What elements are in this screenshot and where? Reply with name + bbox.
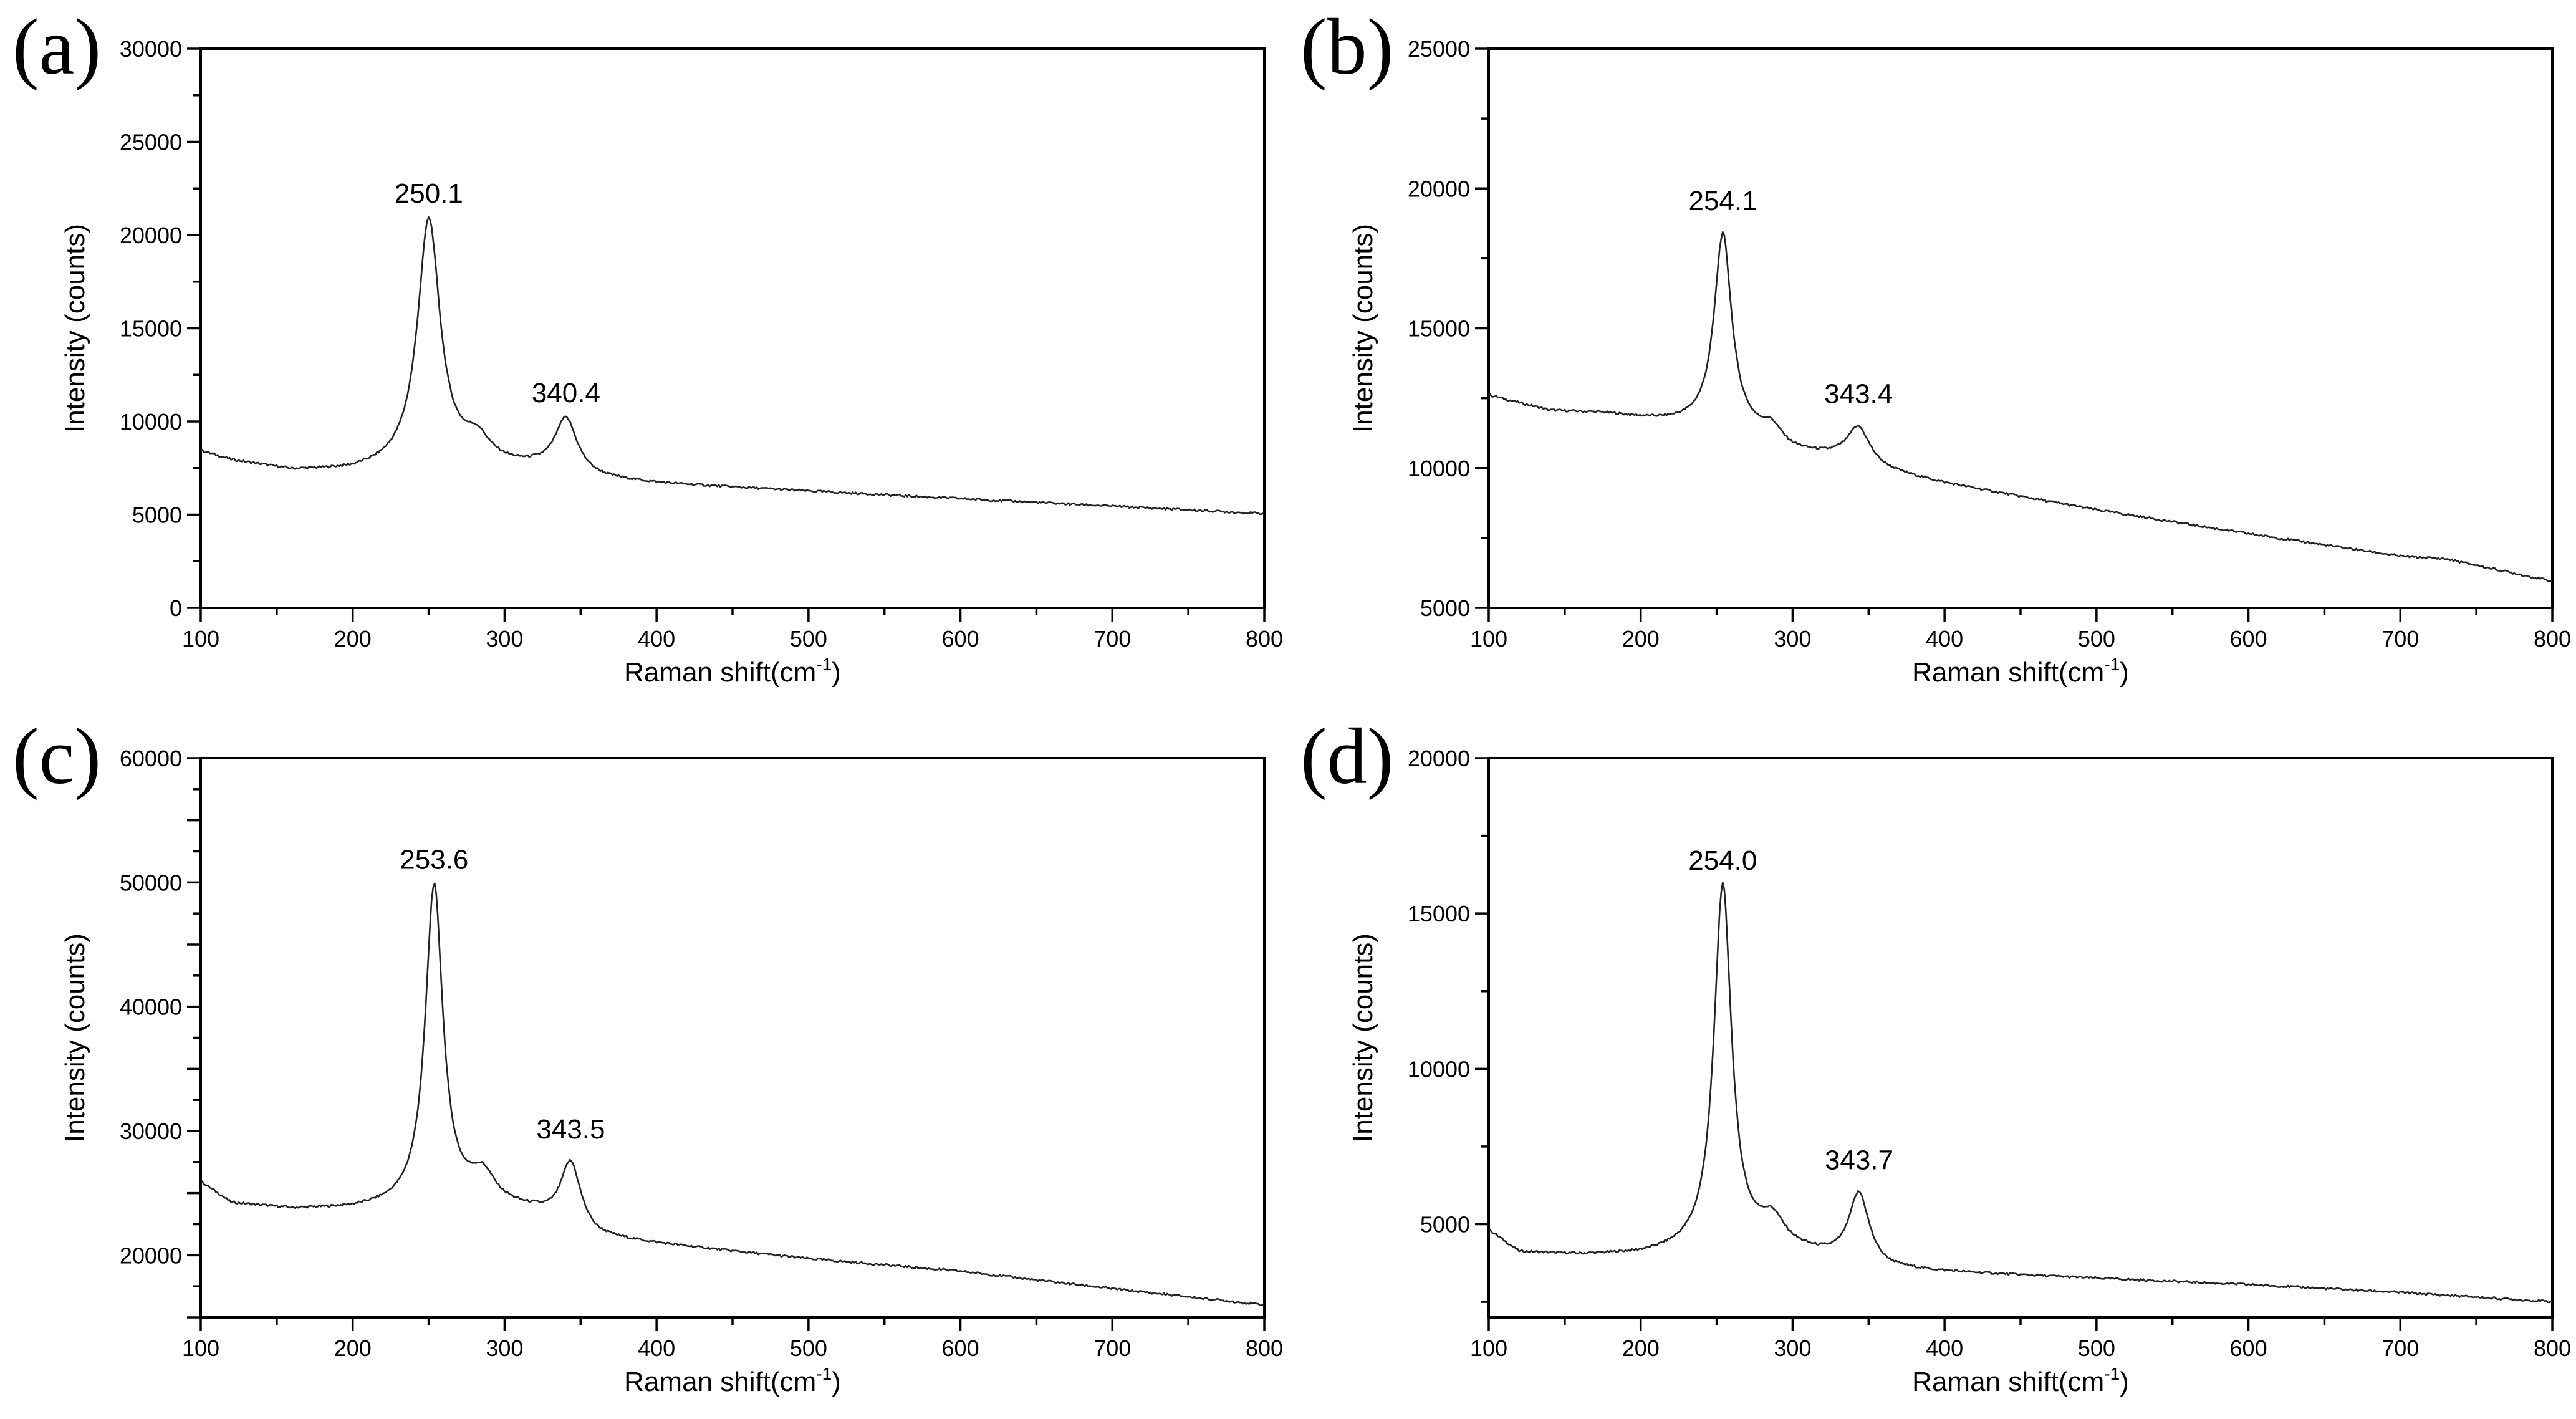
x-tick-label: 300 xyxy=(486,626,523,652)
y-tick-label: 5000 xyxy=(1420,595,1470,621)
x-tick-label: 100 xyxy=(1470,626,1507,652)
x-tick-label: 200 xyxy=(334,626,372,652)
x-tick-label: 500 xyxy=(790,1335,827,1361)
y-axis-label: Intensity (counts) xyxy=(1348,933,1378,1142)
y-tick-label: 20000 xyxy=(1408,176,1470,201)
x-tick-label: 700 xyxy=(2381,1335,2419,1361)
y-tick-label: 25000 xyxy=(120,130,182,155)
x-axis-label: Raman shift(cm-1) xyxy=(624,1364,841,1397)
y-tick-label: 0 xyxy=(170,595,182,621)
x-tick-label: 800 xyxy=(1246,626,1283,652)
x-tick-label: 800 xyxy=(1246,1335,1283,1361)
x-tick-label: 500 xyxy=(2078,626,2115,652)
x-axis-label: Raman shift(cm-1) xyxy=(1912,1364,2129,1397)
x-tick-label: 700 xyxy=(2381,626,2419,652)
y-axis-label: Intensity (counts) xyxy=(60,224,90,433)
y-tick-label: 30000 xyxy=(120,1118,182,1144)
plot-frame xyxy=(1487,47,2554,609)
x-tick-label: 600 xyxy=(2230,626,2267,652)
y-tick-label: 40000 xyxy=(120,994,182,1020)
peak-label: 253.6 xyxy=(400,844,468,875)
y-tick-label: 15000 xyxy=(1408,901,1470,926)
y-tick-label: 5000 xyxy=(1420,1212,1470,1238)
x-tick-label: 300 xyxy=(1774,1335,1811,1361)
y-tick-label: 5000 xyxy=(132,503,182,528)
x-tick-label: 400 xyxy=(638,1335,675,1361)
y-tick-label: 20000 xyxy=(120,223,182,248)
x-tick-label: 200 xyxy=(1622,626,1660,652)
x-tick-label: 400 xyxy=(638,626,675,652)
y-tick-label: 50000 xyxy=(120,870,182,895)
plot-frame xyxy=(199,47,1266,609)
x-tick-label: 200 xyxy=(1622,1335,1660,1361)
chart-panel-c: 100 200 300 400 500 600 700 800 20000 30000 40000 5… xyxy=(0,710,1288,1419)
peak-label: 343.7 xyxy=(1825,1145,1893,1176)
peak-label: 340.4 xyxy=(532,378,600,408)
x-tick-label: 400 xyxy=(1926,1335,1963,1361)
spectrum-line xyxy=(1488,231,2553,583)
y-tick-label: 10000 xyxy=(1408,1056,1470,1082)
chart-svg: 100 200 300 400 500 600 700 800 0 5000 10000 15000 2… xyxy=(12,2,1283,688)
x-tick-label: 600 xyxy=(942,1335,979,1361)
x-tick-label: 700 xyxy=(1093,626,1131,652)
chart-svg: 100 200 300 400 500 600 700 800 5000 10000 15000 20… xyxy=(1300,712,2571,1397)
x-tick-label: 600 xyxy=(2230,1335,2267,1361)
chart-panel-a: 100 200 300 400 500 600 700 800 0 5000 10000 15000 2… xyxy=(0,0,1288,710)
spectrum-line xyxy=(200,216,1265,516)
x-tick-label: 300 xyxy=(1774,626,1811,652)
x-tick-label: 100 xyxy=(1470,1335,1507,1361)
x-tick-label: 800 xyxy=(2534,1335,2571,1361)
y-tick-label: 10000 xyxy=(1408,456,1470,481)
chart-panel-d: 100 200 300 400 500 600 700 800 5000 10000 15000 20… xyxy=(1288,710,2576,1419)
spectrum-line xyxy=(200,882,1265,1307)
y-tick-label: 15000 xyxy=(120,316,182,342)
y-tick-label: 20000 xyxy=(1408,746,1470,771)
spectrum-line xyxy=(1488,882,2553,1304)
peak-label: 343.5 xyxy=(536,1114,605,1145)
y-tick-label: 25000 xyxy=(1408,36,1470,62)
x-axis-label: Raman shift(cm-1) xyxy=(624,655,841,688)
x-tick-label: 100 xyxy=(182,1335,219,1361)
x-tick-label: 800 xyxy=(2534,626,2571,652)
x-tick-label: 300 xyxy=(486,1335,523,1361)
peak-label: 254.0 xyxy=(1688,845,1757,876)
y-tick-label: 60000 xyxy=(120,746,182,771)
panel-label: (b) xyxy=(1300,2,1393,91)
chart-panel-b: 100 200 300 400 500 600 700 800 5000 10000 15000 20… xyxy=(1288,0,2576,710)
chart-svg: 100 200 300 400 500 600 700 800 5000 10000 15000 20… xyxy=(1300,2,2571,688)
peak-label: 343.4 xyxy=(1824,379,1893,410)
x-tick-label: 200 xyxy=(334,1335,372,1361)
peak-label: 254.1 xyxy=(1689,186,1757,216)
panel-label: (d) xyxy=(1300,712,1393,801)
plot-frame xyxy=(199,757,1266,1319)
peak-label: 250.1 xyxy=(395,178,463,209)
y-axis-label: Intensity (counts) xyxy=(60,933,90,1142)
x-axis-label: Raman shift(cm-1) xyxy=(1912,655,2129,688)
y-tick-label: 30000 xyxy=(120,36,182,62)
y-tick-label: 20000 xyxy=(120,1243,182,1268)
panel-label: (a) xyxy=(12,2,101,91)
panel-label: (c) xyxy=(12,712,101,801)
x-tick-label: 500 xyxy=(2078,1335,2115,1361)
x-tick-label: 700 xyxy=(1093,1335,1131,1361)
x-tick-label: 500 xyxy=(790,626,827,652)
y-tick-label: 15000 xyxy=(1408,316,1470,342)
y-tick-label: 10000 xyxy=(120,409,182,435)
x-tick-label: 600 xyxy=(942,626,979,652)
y-axis-label: Intensity (counts) xyxy=(1348,224,1378,433)
x-tick-label: 100 xyxy=(182,626,219,652)
x-tick-label: 400 xyxy=(1926,626,1963,652)
chart-svg: 100 200 300 400 500 600 700 800 20000 30000 40000 5… xyxy=(12,712,1283,1397)
plot-frame xyxy=(1487,757,2554,1319)
